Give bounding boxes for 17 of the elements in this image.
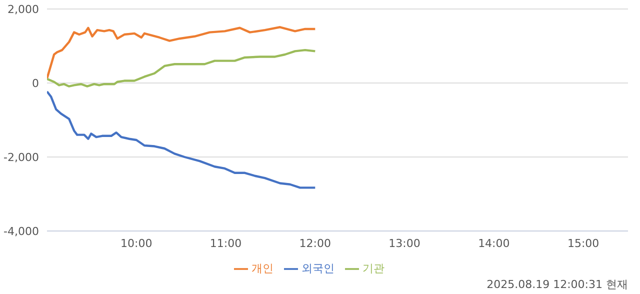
x-tick-label: 13:00 xyxy=(388,236,420,250)
y-tick-label: 0 xyxy=(32,76,39,90)
text: 2025.08.19 12:00:31 현재 xyxy=(486,277,628,292)
y-tick-label: -4,000 xyxy=(4,224,39,238)
x-tick-label: 11:00 xyxy=(210,236,242,250)
x-tick-label: 15:00 xyxy=(567,236,600,250)
x-tick-label: 10:00 xyxy=(120,236,152,250)
legend-label: 기관 xyxy=(362,262,384,275)
y-tick-label: -2,000 xyxy=(4,150,39,164)
x-tick-label: 14:00 xyxy=(478,236,510,250)
line-series xyxy=(47,90,316,189)
y-tick-label: 2,000 xyxy=(8,2,39,16)
x-tick-label: 12:00 xyxy=(299,236,332,250)
legend-label: 외국인 xyxy=(302,262,334,275)
line-series xyxy=(47,26,316,80)
line-series xyxy=(47,48,316,88)
legend-label: 개인 xyxy=(252,262,274,275)
